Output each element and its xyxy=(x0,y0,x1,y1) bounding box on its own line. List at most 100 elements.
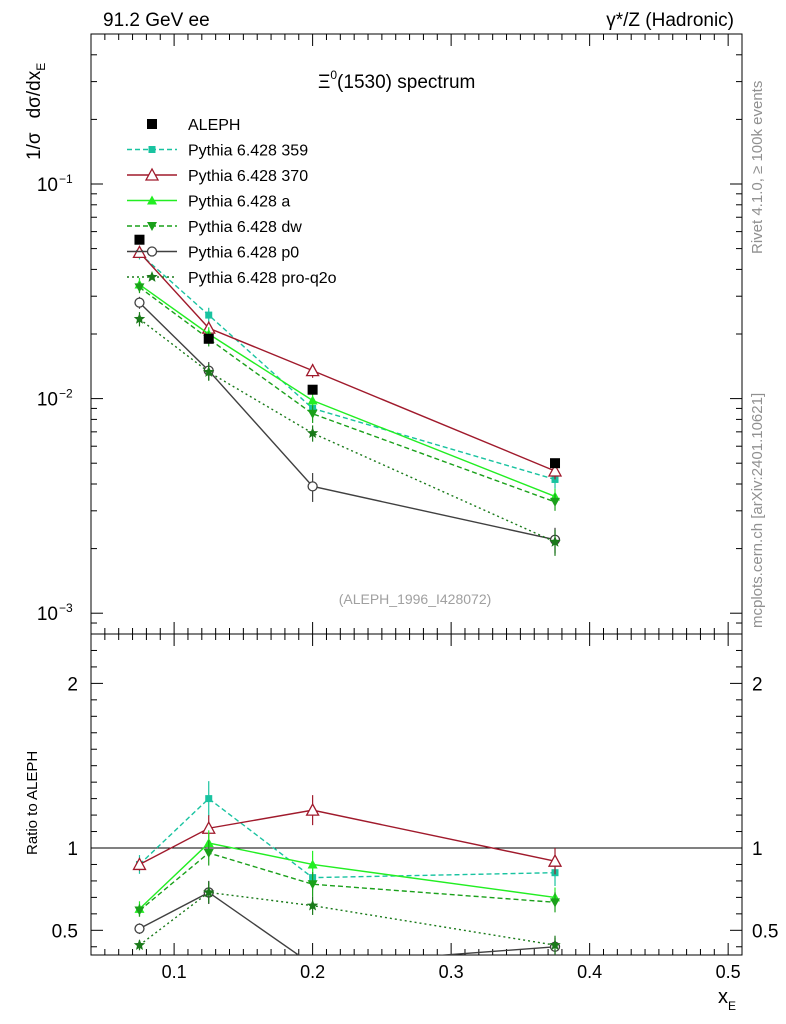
y-axis-label: 1/σdσ/dxE xyxy=(24,63,48,160)
series-5 xyxy=(133,312,561,556)
ratio-series-4 xyxy=(134,880,561,955)
chart-title: Ξ0(1530) spectrum xyxy=(318,68,475,93)
data-point xyxy=(134,283,145,293)
ratio-series-layer xyxy=(132,781,563,955)
data-point xyxy=(134,234,145,245)
data-point xyxy=(203,886,215,898)
legend-entry: Pythia 6.428 a xyxy=(127,194,290,211)
ratio-tick-label: 1 xyxy=(67,839,78,860)
data-point xyxy=(550,898,561,908)
mcplots-label: mcplots.cern.ch [arXiv:2401.10621] xyxy=(749,393,766,628)
ratio-tick-label-right: 1 xyxy=(752,839,763,860)
ratio-panel-frame xyxy=(90,633,743,956)
ratio-tick-label-right: 2 xyxy=(752,674,763,695)
rivet-version-label: Rivet 4.1.0, ≥ 100k events xyxy=(749,81,766,254)
data-point xyxy=(307,384,318,395)
data-point xyxy=(307,880,318,890)
ratio-line xyxy=(138,797,556,879)
x-tick-label: 0.4 xyxy=(577,962,602,982)
legend-entry: Pythia 6.428 dw xyxy=(127,219,302,236)
data-point xyxy=(307,395,318,405)
legend-label: Pythia 6.428 pro-q2o xyxy=(188,270,337,287)
data-point xyxy=(547,463,563,477)
y-tick-exponent: −1 xyxy=(59,172,73,186)
data-point xyxy=(144,167,160,181)
data-point xyxy=(307,859,318,869)
y-tick-label: 10 xyxy=(37,604,58,625)
ratio-tick-label: 0.5 xyxy=(52,921,78,942)
data-point xyxy=(203,848,214,858)
ratio-line xyxy=(139,891,556,946)
legend-entry: Pythia 6.428 370 xyxy=(127,167,308,185)
ratio-line xyxy=(139,809,556,866)
ratio-line xyxy=(139,852,556,912)
data-point xyxy=(305,363,320,377)
data-point xyxy=(306,427,319,438)
data-point xyxy=(203,366,215,377)
ratio-tick-label: 2 xyxy=(67,674,78,695)
series-line xyxy=(139,286,556,503)
data-point xyxy=(205,795,213,803)
x-tick-label: 0.5 xyxy=(716,962,741,982)
series-line xyxy=(139,318,556,543)
legend-label: Pythia 6.428 359 xyxy=(188,143,308,160)
axis-ticks: 0.1 0.2 0.3 0.4 0.510−110−210 −30.5 0.51 12 2 xyxy=(37,33,778,982)
beam-energy-label: 91.2 GeV ee xyxy=(103,10,210,31)
data-point xyxy=(549,535,561,547)
data-point xyxy=(550,458,561,469)
legend-label: Pythia 6.428 370 xyxy=(188,168,308,185)
main-series-layer xyxy=(132,234,563,556)
data-point xyxy=(550,497,561,507)
data-point xyxy=(133,939,146,950)
legend-entry: Pythia 6.428 p0 xyxy=(127,245,299,262)
data-point xyxy=(306,899,319,911)
ratio-tick-label-right: 0.5 xyxy=(752,921,778,942)
data-point xyxy=(134,923,145,934)
series-line xyxy=(139,252,556,481)
ratio-line xyxy=(139,891,556,955)
reference-series xyxy=(134,234,561,469)
series-4 xyxy=(134,296,561,554)
ratio-y-axis-label: Ratio to ALEPH xyxy=(24,751,41,855)
x-tick-label: 0.2 xyxy=(300,962,325,982)
legend-label: ALEPH xyxy=(188,117,240,134)
x-axis-label: xE xyxy=(718,986,736,1013)
data-point xyxy=(203,333,214,344)
data-point xyxy=(307,409,318,419)
data-point xyxy=(307,481,318,492)
data-point xyxy=(146,271,158,282)
x-tick-label: 0.1 xyxy=(162,962,187,982)
data-point xyxy=(305,802,320,816)
series-line xyxy=(138,251,556,472)
legend-label: Pythia 6.428 a xyxy=(188,194,290,211)
x-tick-label: 0.3 xyxy=(439,962,464,982)
ratio-series-1 xyxy=(132,795,563,875)
legend-label: Pythia 6.428 p0 xyxy=(188,245,299,262)
process-label: γ*/Z (Hadronic) xyxy=(606,10,734,31)
data-point xyxy=(134,297,145,308)
ratio-line xyxy=(138,842,556,910)
data-point xyxy=(205,311,213,319)
legend-entry: Pythia 6.428 pro-q2o xyxy=(127,270,337,287)
ratio-series-3 xyxy=(134,840,561,917)
data-point xyxy=(147,195,157,205)
y-tick-label: 10 xyxy=(37,175,58,196)
data-point xyxy=(549,939,561,950)
analysis-tag: (ALEPH_1996_I428072) xyxy=(339,591,492,607)
legend-label: Pythia 6.428 dw xyxy=(188,219,302,236)
data-point xyxy=(132,857,147,871)
y-tick-label: 10 xyxy=(37,390,58,411)
y-tick-exponent: −3 xyxy=(59,601,73,615)
data-point xyxy=(147,222,157,231)
y-tick-exponent: −2 xyxy=(59,387,73,401)
data-point xyxy=(134,906,145,916)
data-point xyxy=(133,313,146,324)
ratio-series-0 xyxy=(135,781,559,890)
legend-entry: Pythia 6.428 359 xyxy=(127,143,308,160)
data-point xyxy=(547,853,563,867)
series-line xyxy=(139,283,556,498)
series-2 xyxy=(134,277,561,505)
data-point xyxy=(146,246,158,257)
series-line xyxy=(138,302,556,541)
